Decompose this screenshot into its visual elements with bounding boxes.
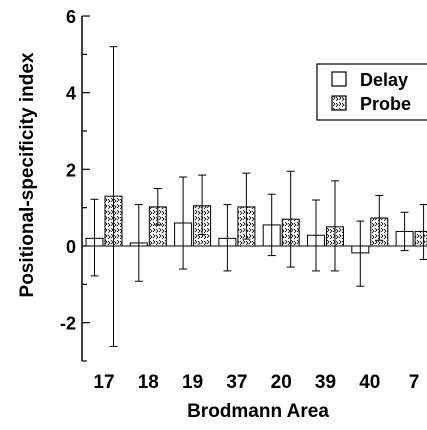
y-tick-label: 6 xyxy=(66,7,76,27)
y-tick-label: 2 xyxy=(66,160,76,180)
x-tick-label: 19 xyxy=(182,372,203,393)
x-axis-label: Brodmann Area xyxy=(187,401,329,422)
x-tick-label: 40 xyxy=(359,372,380,393)
y-tick-label: -2 xyxy=(60,314,76,334)
y-tick-label: 0 xyxy=(66,237,76,257)
legend-label-delay: Delay xyxy=(360,70,408,90)
bar-probe xyxy=(414,230,427,247)
y-axis-label: Positional-specificity index xyxy=(17,52,38,297)
legend-swatch-delay xyxy=(331,71,347,87)
x-tick-label: 7 xyxy=(409,372,420,393)
legend-label-probe: Probe xyxy=(360,94,411,114)
x-tick-label: 17 xyxy=(93,372,114,393)
legend: Delay Probe xyxy=(316,63,427,121)
legend-swatch-probe xyxy=(331,95,347,111)
x-tick-label: 39 xyxy=(315,372,336,393)
x-tick-label: 37 xyxy=(226,372,247,393)
x-tick-label: 18 xyxy=(138,372,159,393)
x-tick-label: 20 xyxy=(271,372,292,393)
y-tick-label: 4 xyxy=(66,84,76,104)
